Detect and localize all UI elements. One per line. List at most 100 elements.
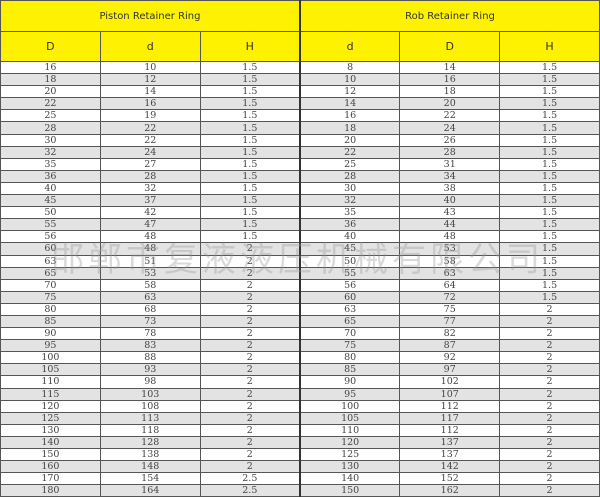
table-row: 45 37 1.5 32 40 1.5 xyxy=(0,194,600,208)
rod-cell: 120 xyxy=(298,435,401,450)
piston-cell: 2 xyxy=(199,375,301,389)
piston-cell: 51 xyxy=(99,254,201,268)
piston-cell: 22 xyxy=(0,97,101,111)
rod-cell: 16 xyxy=(399,73,501,87)
piston-cell: 148 xyxy=(99,460,201,474)
table-row: 30 22 1.5 20 26 1.5 xyxy=(0,133,600,147)
rod-cell: 34 xyxy=(399,169,501,183)
rod-cell: 97 xyxy=(399,363,501,377)
table-row: 65 53 2 55 63 1.5 xyxy=(0,266,600,280)
rod-cell: 1.5 xyxy=(499,206,600,220)
rod-cell: 100 xyxy=(298,399,401,413)
table-row: 180 164 2.5 150 162 2 xyxy=(0,484,600,497)
rod-cell: 63 xyxy=(298,302,401,316)
piston-cell: 24 xyxy=(99,145,201,159)
rod-cell: 2 xyxy=(499,484,600,497)
rod-cell: 2 xyxy=(499,363,600,377)
piston-cell: 1.5 xyxy=(199,157,301,171)
rod-cell: 2 xyxy=(499,351,600,365)
piston-cell: 103 xyxy=(99,387,201,401)
rod-cell: 85 xyxy=(298,363,401,377)
piston-cell: 1.5 xyxy=(199,60,301,75)
rod-cell: 48 xyxy=(399,230,501,244)
rod-cell: 1.5 xyxy=(499,169,600,183)
rod-cell: 35 xyxy=(298,206,401,220)
rod-cell: 2 xyxy=(499,339,600,353)
table-row: 140 128 2 120 137 2 xyxy=(0,435,600,450)
piston-cell: 32 xyxy=(99,181,201,196)
piston-cell: 150 xyxy=(0,447,101,462)
table-row: 80 68 2 63 75 2 xyxy=(0,302,600,316)
table-row: 36 28 1.5 28 34 1.5 xyxy=(0,169,600,183)
piston-cell: 37 xyxy=(99,194,201,208)
rod-cell: 45 xyxy=(298,242,401,256)
rod-cell: 110 xyxy=(298,423,401,437)
piston-cell: 56 xyxy=(0,230,101,244)
piston-cell: 2 xyxy=(199,242,301,256)
rod-cell: 60 xyxy=(298,290,401,304)
rod-cell: 162 xyxy=(399,484,501,497)
rod-cell: 2 xyxy=(499,375,600,389)
piston-cell: 1.5 xyxy=(199,109,301,123)
rod-cell: 2 xyxy=(499,327,600,341)
piston-cell: 78 xyxy=(99,327,201,341)
piston-cell: 83 xyxy=(99,339,201,353)
piston-cell: 2 xyxy=(199,327,301,341)
piston-cell: 2 xyxy=(199,290,301,304)
rod-cell: 40 xyxy=(298,230,401,244)
rod-cell: 1.5 xyxy=(499,242,600,256)
piston-cell: 60 xyxy=(0,242,101,256)
piston-cell: 22 xyxy=(99,133,201,147)
piston-title: Piston Retainer Ring xyxy=(0,0,301,32)
table-row: 100 88 2 80 92 2 xyxy=(0,351,600,365)
rod-cell: 142 xyxy=(399,460,501,474)
rod-cell: 12 xyxy=(298,85,401,99)
rod-cell: 53 xyxy=(399,242,501,256)
piston-cell: 28 xyxy=(0,121,101,135)
table-row: 25 19 1.5 16 22 1.5 xyxy=(0,109,600,123)
piston-cell: 1.5 xyxy=(199,85,301,99)
rod-header-H: H xyxy=(499,31,600,62)
rod-cell: 65 xyxy=(298,314,401,329)
piston-cell: 115 xyxy=(0,387,101,401)
piston-cell: 45 xyxy=(0,194,101,208)
piston-cell: 160 xyxy=(0,460,101,474)
rod-cell: 31 xyxy=(399,157,501,171)
piston-cell: 1.5 xyxy=(199,218,301,232)
piston-cell: 105 xyxy=(0,363,101,377)
piston-cell: 1.5 xyxy=(199,230,301,244)
piston-cell: 128 xyxy=(99,435,201,450)
table-row: 70 58 2 56 64 1.5 xyxy=(0,278,600,292)
piston-cell: 95 xyxy=(0,339,101,353)
rod-cell: 1.5 xyxy=(499,194,600,208)
rod-cell: 82 xyxy=(399,327,501,341)
rod-cell: 56 xyxy=(298,278,401,292)
rod-cell: 50 xyxy=(298,254,401,268)
table-row: 20 14 1.5 12 18 1.5 xyxy=(0,85,600,99)
table-row: 75 63 2 60 72 1.5 xyxy=(0,290,600,304)
piston-cell: 10 xyxy=(99,60,201,75)
rod-cell: 20 xyxy=(298,133,401,147)
piston-cell: 48 xyxy=(99,242,201,256)
piston-cell: 1.5 xyxy=(199,121,301,135)
rod-cell: 75 xyxy=(399,302,501,316)
rod-cell: 30 xyxy=(298,181,401,196)
rod-cell: 2 xyxy=(499,387,600,401)
rod-cell: 22 xyxy=(399,109,501,123)
rod-cell: 55 xyxy=(298,266,401,280)
rod-cell: 1.5 xyxy=(499,278,600,292)
piston-cell: 63 xyxy=(0,254,101,268)
rod-cell: 2 xyxy=(499,314,600,329)
rod-cell: 1.5 xyxy=(499,181,600,196)
table-row: 60 48 2 45 53 1.5 xyxy=(0,242,600,256)
rod-cell: 77 xyxy=(399,314,501,329)
rod-cell: 18 xyxy=(399,85,501,99)
rod-cell: 1.5 xyxy=(499,73,600,87)
rod-cell: 20 xyxy=(399,97,501,111)
piston-cell: 1.5 xyxy=(199,206,301,220)
table-row: 63 51 2 50 58 1.5 xyxy=(0,254,600,268)
piston-cell: 80 xyxy=(0,302,101,316)
table-row: 120 108 2 100 112 2 xyxy=(0,399,600,413)
piston-cell: 20 xyxy=(0,85,101,99)
piston-cell: 130 xyxy=(0,423,101,437)
